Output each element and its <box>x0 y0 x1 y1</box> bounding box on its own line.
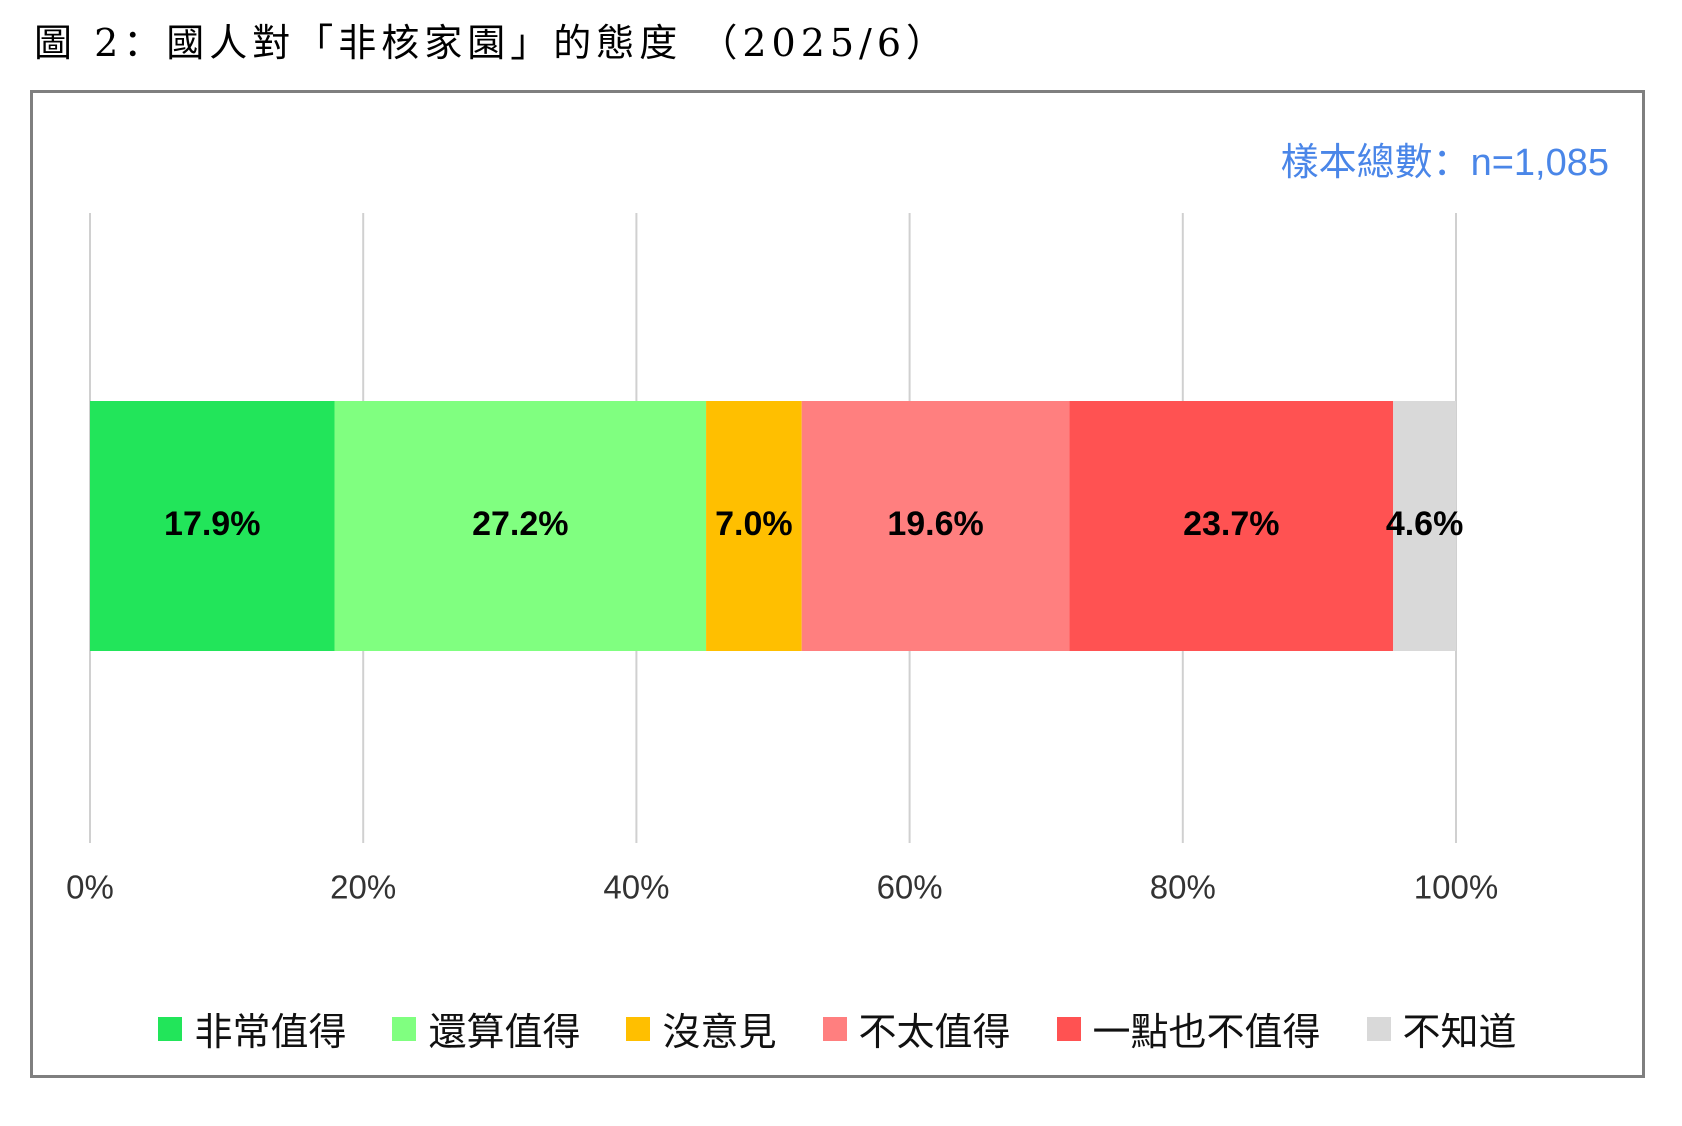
bar-segment <box>90 401 335 651</box>
chart-frame: 17.9% 27.2% 7.0% 19.6% 23.7% 4.6% 0% 20% 40% 60%… <box>30 90 1645 1078</box>
bar-segment <box>1069 401 1394 651</box>
bar-data-label: 19.6% <box>887 505 983 543</box>
legend: 非常值得 還算值得 沒意見 不太值得 一點也不值得 不知道 <box>33 1001 1642 1056</box>
bar-segments <box>90 401 1456 651</box>
bar-segment <box>1393 401 1456 651</box>
bar-segment <box>334 401 707 651</box>
legend-item: 沒意見 <box>626 1001 777 1056</box>
legend-swatch <box>1056 1016 1081 1041</box>
x-tick-label: 0% <box>66 869 114 906</box>
x-tick-label: 40% <box>603 869 669 906</box>
legend-swatch <box>392 1016 417 1041</box>
x-tick-label: 100% <box>1414 869 1498 906</box>
bar-data-label: 17.9% <box>164 505 260 543</box>
legend-label: 不知道 <box>1402 1010 1517 1054</box>
figure-title: 圖 2：國人對「非核家園」的態度 （2025/6） <box>34 21 950 65</box>
x-axis-ticks: 0% 20% 40% 60% 80% 100% <box>66 869 1498 906</box>
legend-item: 一點也不值得 <box>1056 1001 1321 1056</box>
x-tick-label: 80% <box>1150 869 1216 906</box>
bar-data-label: 23.7% <box>1183 505 1279 543</box>
bar-segment <box>801 401 1070 651</box>
legend-swatch <box>1366 1016 1391 1041</box>
legend-item: 不知道 <box>1366 1001 1517 1056</box>
legend-label: 非常值得 <box>194 1010 347 1054</box>
legend-swatch <box>158 1016 183 1041</box>
legend-label: 沒意見 <box>662 1010 777 1054</box>
legend-label: 不太值得 <box>858 1010 1011 1054</box>
legend-item: 還算值得 <box>392 1001 580 1056</box>
bar-data-label: 4.6% <box>1386 505 1464 543</box>
data-labels: 17.9% 27.2% 7.0% 19.6% 23.7% 4.6% <box>164 505 1463 543</box>
bar-data-label: 7.0% <box>715 505 793 543</box>
legend-label: 一點也不值得 <box>1092 1010 1321 1054</box>
legend-label: 還算值得 <box>428 1010 581 1054</box>
legend-item: 不太值得 <box>822 1001 1011 1056</box>
sample-size-label: 樣本總數：n=1,085 <box>1280 142 1609 184</box>
legend-swatch <box>822 1016 847 1041</box>
x-tick-label: 20% <box>330 869 396 906</box>
legend-swatch <box>626 1016 651 1041</box>
bar-data-label: 27.2% <box>472 505 568 543</box>
x-tick-label: 60% <box>877 869 943 906</box>
legend-item: 非常值得 <box>158 1001 346 1056</box>
stacked-bar-chart: 17.9% 27.2% 7.0% 19.6% 23.7% 4.6% 0% 20% 40% 60%… <box>66 213 1498 906</box>
bar-segment <box>706 401 802 651</box>
